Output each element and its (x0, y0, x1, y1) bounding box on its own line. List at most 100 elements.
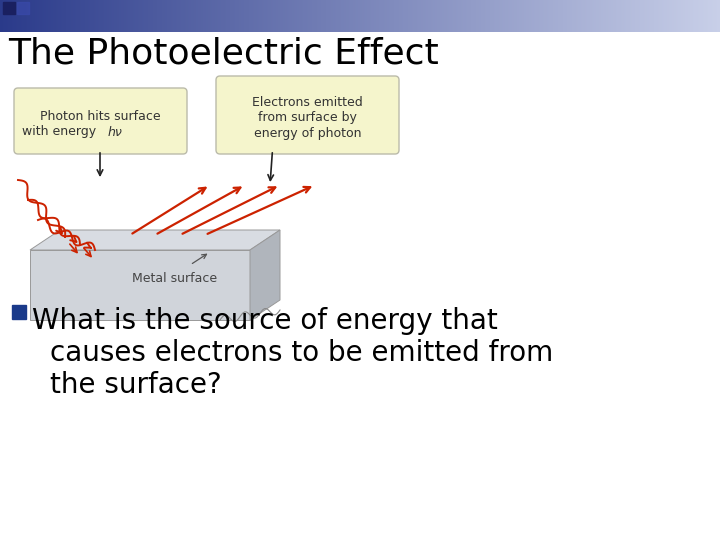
Bar (109, 0, 110, 32)
Bar (61, 0, 62, 32)
Bar (360, 0, 361, 32)
Bar (408, 0, 409, 32)
Bar (586, 0, 587, 32)
Bar (531, 0, 532, 32)
Bar (699, 0, 700, 32)
Bar (303, 0, 304, 32)
Bar (548, 0, 549, 32)
Polygon shape (30, 250, 250, 320)
Bar (515, 0, 516, 32)
Bar (38, 0, 39, 32)
Bar (587, 0, 588, 32)
Bar (243, 0, 244, 32)
Bar (78, 0, 79, 32)
Bar (59, 0, 60, 32)
Bar (681, 0, 682, 32)
Bar (493, 0, 494, 32)
Bar (194, 0, 195, 32)
Bar (40, 0, 41, 32)
Bar (489, 0, 490, 32)
Bar (48, 0, 49, 32)
Bar (350, 0, 351, 32)
Bar (266, 0, 267, 32)
Bar (471, 0, 472, 32)
Bar (72, 0, 73, 32)
Bar (116, 0, 117, 32)
Bar (269, 0, 270, 32)
Bar (134, 0, 135, 32)
Bar (684, 0, 685, 32)
Bar (540, 0, 541, 32)
Bar (636, 0, 637, 32)
Bar (341, 0, 342, 32)
Bar (311, 0, 312, 32)
Bar (569, 0, 570, 32)
Bar (241, 0, 242, 32)
Bar (245, 0, 246, 32)
Bar (213, 0, 214, 32)
Bar (170, 0, 171, 32)
Bar (646, 0, 647, 32)
Bar (649, 0, 650, 32)
Bar (74, 0, 75, 32)
Bar (113, 0, 114, 32)
Bar (192, 0, 193, 32)
Bar (60, 0, 61, 32)
Bar (327, 0, 328, 32)
Bar (570, 0, 571, 32)
FancyBboxPatch shape (14, 88, 187, 154)
Bar (218, 0, 219, 32)
Bar (273, 0, 274, 32)
Bar (92, 0, 93, 32)
Bar (178, 0, 179, 32)
Bar (242, 0, 243, 32)
Bar (448, 0, 449, 32)
Bar (485, 0, 486, 32)
Bar (710, 0, 711, 32)
Bar (292, 0, 293, 32)
Bar (707, 0, 708, 32)
Bar (184, 0, 185, 32)
Bar (86, 0, 87, 32)
Bar (556, 0, 557, 32)
Bar (262, 0, 263, 32)
Bar (117, 0, 118, 32)
Bar (477, 0, 478, 32)
Text: hν: hν (107, 125, 122, 138)
Bar (629, 0, 630, 32)
Bar (285, 0, 286, 32)
Bar (12, 0, 13, 32)
Bar (551, 0, 552, 32)
Bar (468, 0, 469, 32)
Bar (544, 0, 545, 32)
Bar (226, 0, 227, 32)
Bar (9, 0, 10, 32)
Bar (719, 0, 720, 32)
Bar (671, 0, 672, 32)
Bar (438, 0, 439, 32)
Bar (470, 0, 471, 32)
Bar (98, 0, 99, 32)
Bar (644, 0, 645, 32)
Bar (449, 0, 450, 32)
Bar (147, 0, 148, 32)
Bar (497, 0, 498, 32)
Bar (591, 0, 592, 32)
Bar (611, 0, 612, 32)
Bar (456, 0, 457, 32)
Bar (606, 0, 607, 32)
Bar (36, 0, 37, 32)
Bar (521, 0, 522, 32)
Bar (186, 0, 187, 32)
Bar (336, 0, 337, 32)
Bar (158, 0, 159, 32)
Bar (443, 0, 444, 32)
Bar (35, 0, 36, 32)
Bar (427, 0, 428, 32)
Bar (437, 0, 438, 32)
Bar (524, 0, 525, 32)
Bar (120, 0, 121, 32)
Bar (371, 0, 372, 32)
Bar (332, 0, 333, 32)
Bar (506, 0, 507, 32)
